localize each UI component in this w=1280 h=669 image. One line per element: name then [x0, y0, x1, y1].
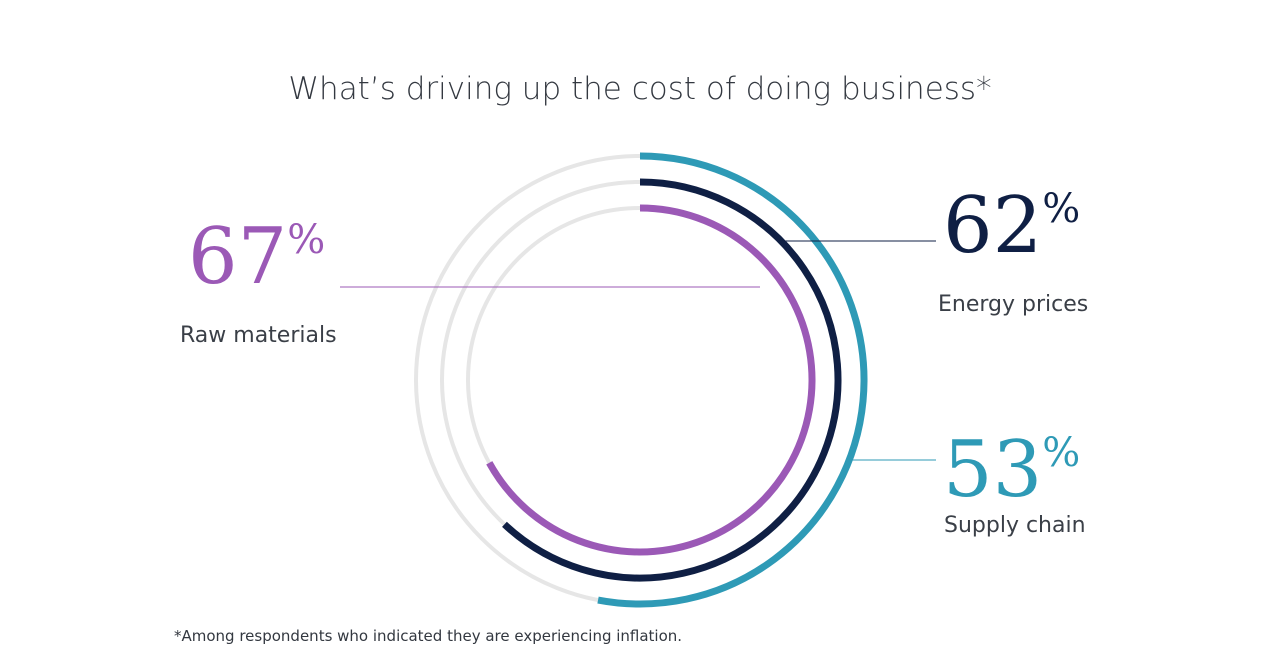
- supply-chain-arc: [597, 152, 868, 608]
- footnote: *Among respondents who indicated they ar…: [174, 627, 682, 645]
- supply-chain-category-label: Supply chain: [944, 513, 1086, 538]
- energy-prices-arc: [502, 178, 842, 582]
- chart-arcs: [486, 152, 868, 608]
- raw-materials-value-label: 67%: [188, 212, 325, 302]
- energy-prices-category-label: Energy prices: [938, 292, 1088, 317]
- raw-materials-category-label: Raw materials: [180, 323, 337, 348]
- chart-title: What’s driving up the cost of doing busi…: [288, 71, 991, 107]
- supply-chain-value-label: 53%: [943, 425, 1080, 515]
- raw-materials-arc: [486, 204, 816, 556]
- energy-prices-value-label: 62%: [943, 181, 1080, 271]
